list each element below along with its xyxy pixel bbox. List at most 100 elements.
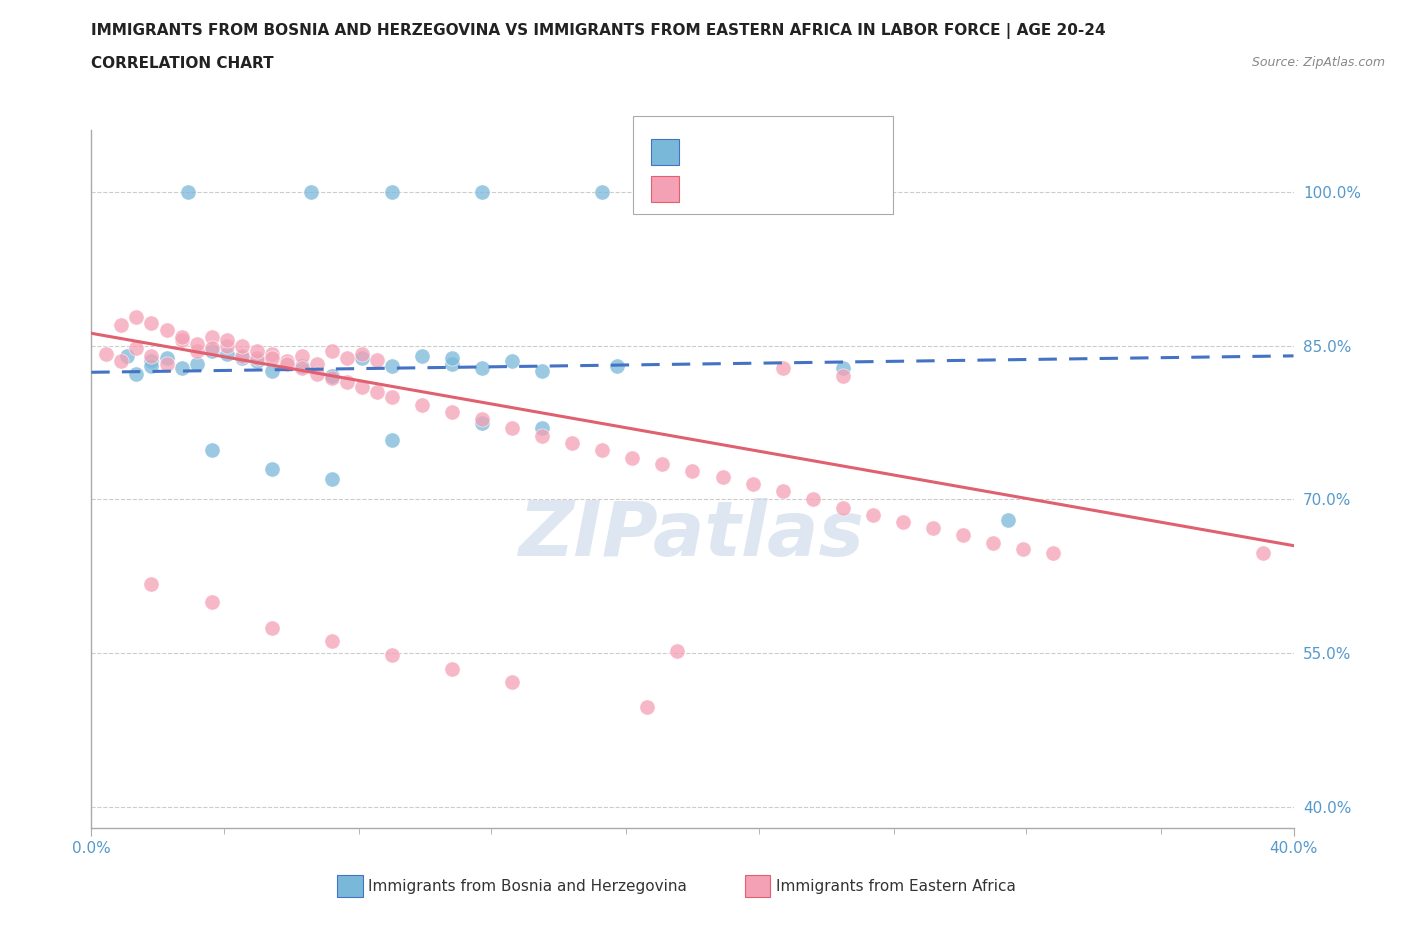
Point <box>981 535 1004 550</box>
Point <box>997 512 1019 527</box>
Point <box>215 333 238 348</box>
Point <box>246 351 269 365</box>
Point <box>186 356 208 371</box>
Point <box>440 661 463 676</box>
Point <box>305 367 328 382</box>
Point <box>350 351 373 365</box>
Point <box>772 484 794 498</box>
Point <box>110 318 132 333</box>
Point <box>862 508 884 523</box>
Point <box>831 500 853 515</box>
Point <box>170 333 193 348</box>
Point <box>291 361 314 376</box>
Point <box>125 367 148 382</box>
Point <box>186 336 208 351</box>
Point <box>246 343 269 358</box>
Point <box>305 356 328 371</box>
Text: 37: 37 <box>813 144 834 159</box>
Point <box>366 384 388 399</box>
Point <box>350 346 373 361</box>
Point <box>231 339 253 353</box>
Point <box>440 351 463 365</box>
Point <box>591 443 613 458</box>
Point <box>831 361 853 376</box>
Point <box>215 339 238 353</box>
Point <box>186 343 208 358</box>
Point <box>561 435 583 450</box>
Point <box>501 420 523 435</box>
Point <box>336 374 359 389</box>
Point <box>1012 541 1035 556</box>
Point <box>201 340 224 355</box>
Point <box>155 356 177 371</box>
Point <box>125 310 148 325</box>
Point <box>531 429 554 444</box>
Point <box>591 184 613 199</box>
Point <box>141 349 163 364</box>
Point <box>321 633 343 648</box>
Point <box>117 349 139 364</box>
Point <box>381 359 404 374</box>
Point <box>170 361 193 376</box>
Point <box>952 528 974 543</box>
Point <box>681 463 703 478</box>
Point <box>711 470 734 485</box>
Point <box>215 346 238 361</box>
Point <box>231 349 253 364</box>
Point <box>411 398 433 413</box>
Text: R =: R = <box>686 181 714 196</box>
Point <box>531 420 554 435</box>
Point <box>260 461 283 476</box>
Point <box>141 577 163 591</box>
Text: Source: ZipAtlas.com: Source: ZipAtlas.com <box>1251 56 1385 69</box>
Point <box>291 349 314 364</box>
Point <box>155 351 177 365</box>
Point <box>471 361 494 376</box>
Text: Immigrants from Eastern Africa: Immigrants from Eastern Africa <box>776 879 1017 894</box>
Point <box>299 184 322 199</box>
Point <box>321 472 343 486</box>
Point <box>651 456 673 471</box>
Point <box>381 184 404 199</box>
Point <box>125 340 148 355</box>
Point <box>276 353 298 368</box>
Point <box>260 346 283 361</box>
Point <box>621 451 644 466</box>
Point <box>291 359 314 374</box>
Text: N =: N = <box>773 144 803 159</box>
Point <box>260 351 283 365</box>
Text: Immigrants from Bosnia and Herzegovina: Immigrants from Bosnia and Herzegovina <box>368 879 688 894</box>
Point <box>321 343 343 358</box>
Text: R =: R = <box>686 144 714 159</box>
Text: 72: 72 <box>821 181 842 196</box>
Text: 0.016: 0.016 <box>725 144 773 159</box>
Point <box>201 594 224 609</box>
Point <box>321 369 343 384</box>
Text: N =: N = <box>782 181 811 196</box>
Text: -0.265: -0.265 <box>725 181 780 196</box>
Point <box>471 415 494 430</box>
Point <box>1253 545 1275 560</box>
Point <box>231 351 253 365</box>
Point <box>276 356 298 371</box>
Point <box>141 353 163 368</box>
Point <box>176 184 198 199</box>
Point <box>381 432 404 447</box>
Point <box>350 379 373 394</box>
Point <box>471 412 494 427</box>
Point <box>170 330 193 345</box>
Point <box>366 352 388 367</box>
Point <box>636 699 658 714</box>
Point <box>741 477 763 492</box>
Text: ZIPatlas: ZIPatlas <box>519 498 866 572</box>
Point <box>666 644 689 658</box>
Point <box>801 492 824 507</box>
Point <box>501 353 523 368</box>
Point <box>922 521 945 536</box>
Point <box>110 353 132 368</box>
Point <box>831 369 853 384</box>
Point <box>96 346 118 361</box>
Point <box>246 353 269 368</box>
Point <box>155 323 177 338</box>
Point <box>606 359 628 374</box>
